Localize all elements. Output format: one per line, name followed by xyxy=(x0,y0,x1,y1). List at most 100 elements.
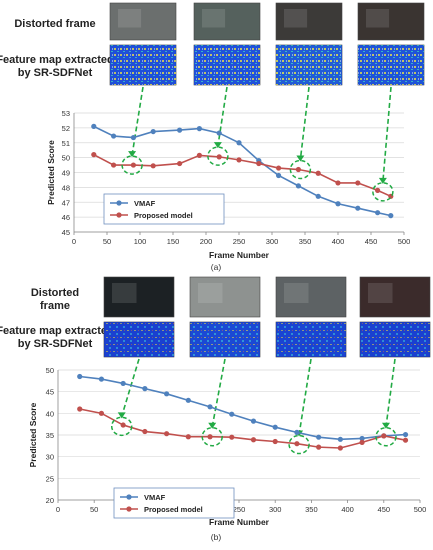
feature-map-texture xyxy=(110,45,176,85)
y-tick-label: 40 xyxy=(46,409,54,418)
distorted-frame-thumbnail xyxy=(275,276,347,318)
data-point xyxy=(402,431,409,438)
data-point xyxy=(91,152,97,158)
highlight-ellipse xyxy=(372,182,394,202)
data-point xyxy=(164,391,170,397)
feature-map-label-line2: by SR-SDFNet xyxy=(18,338,93,350)
x-tick-label: 250 xyxy=(233,505,246,514)
frame-highlight xyxy=(198,283,223,303)
data-point xyxy=(91,123,97,129)
data-point xyxy=(120,380,126,387)
frame-highlight xyxy=(284,283,309,303)
highlight-ellipse xyxy=(288,434,310,455)
frame-highlight xyxy=(112,283,137,303)
legend-swatch-marker xyxy=(116,212,122,218)
y-tick-label: 35 xyxy=(46,431,54,440)
data-point xyxy=(150,163,156,169)
panel-caption: (a) xyxy=(211,262,222,272)
data-point xyxy=(111,133,117,139)
data-point xyxy=(250,418,257,424)
connector-arrowhead xyxy=(128,151,137,158)
x-tick-label: 150 xyxy=(167,237,180,246)
data-point xyxy=(177,127,183,133)
x-tick-label: 400 xyxy=(341,505,354,514)
feature-map-texture xyxy=(276,322,346,357)
y-tick-label: 53 xyxy=(62,109,70,118)
feature-map-label-line2: by SR-SDFNet xyxy=(18,67,93,79)
feature-map-texture xyxy=(358,45,424,85)
distorted-frame-thumbnail xyxy=(103,276,175,318)
y-tick-label: 50 xyxy=(62,154,70,163)
y-tick-label: 25 xyxy=(46,474,54,483)
distorted-frame-thumbnail xyxy=(357,2,425,41)
data-point xyxy=(77,406,83,412)
data-point xyxy=(196,126,202,132)
x-axis-title: Frame Number xyxy=(209,250,270,260)
data-point xyxy=(359,439,365,445)
connector-line xyxy=(217,86,228,147)
data-point xyxy=(216,130,222,136)
distorted-frame-label-line1: Distorted xyxy=(31,287,79,299)
connector-arrowhead xyxy=(213,142,222,149)
distorted-frame-label: Distorted frame xyxy=(14,18,95,30)
data-point xyxy=(337,436,343,442)
data-point xyxy=(120,422,126,428)
data-point xyxy=(276,165,282,171)
x-tick-label: 450 xyxy=(378,505,391,514)
frame-highlight xyxy=(368,283,393,303)
connector-line xyxy=(382,86,392,182)
legend-box xyxy=(103,193,225,225)
legend-entry: VMAF xyxy=(144,493,166,502)
distorted-frame-label-line2: frame xyxy=(40,300,70,312)
data-point xyxy=(98,376,105,382)
data-point xyxy=(164,431,170,437)
feature-map-texture xyxy=(104,322,174,357)
feature-map-label-line1: Feature map extracted xyxy=(0,325,114,337)
y-tick-label: 48 xyxy=(62,183,70,192)
data-point xyxy=(315,193,321,199)
connector-line xyxy=(131,86,144,156)
data-point xyxy=(111,162,117,168)
series-line-vmaf xyxy=(93,125,391,217)
data-point xyxy=(335,201,341,207)
connector-line xyxy=(120,358,140,417)
legend-entry: VMAF xyxy=(134,199,156,208)
data-point xyxy=(315,170,321,176)
data-point xyxy=(359,435,365,442)
y-tick-label: 30 xyxy=(46,453,54,462)
data-point xyxy=(185,397,191,403)
data-point xyxy=(402,437,409,443)
connector-line xyxy=(299,86,310,160)
feature-map-texture xyxy=(360,322,430,357)
frame-highlight xyxy=(366,9,390,28)
x-tick-label: 500 xyxy=(414,505,427,514)
legend-box xyxy=(113,487,235,519)
legend-entry: Proposed model xyxy=(134,211,193,220)
connector-arrowhead xyxy=(296,155,305,162)
highlight-ellipse xyxy=(375,426,397,447)
data-point xyxy=(250,437,257,443)
data-point xyxy=(294,429,300,435)
data-point xyxy=(375,210,381,216)
data-point xyxy=(355,205,361,211)
frame-highlight xyxy=(118,9,142,28)
connector-line xyxy=(211,358,226,427)
panel-caption: (b) xyxy=(211,532,222,542)
x-tick-label: 0 xyxy=(56,505,60,514)
data-point xyxy=(77,373,83,380)
legend-swatch-marker xyxy=(116,200,122,206)
highlight-ellipse xyxy=(289,159,312,180)
data-point xyxy=(337,445,343,451)
series-line-vmaf xyxy=(79,375,406,441)
x-tick-label: 450 xyxy=(365,237,378,246)
feature-map-label-line1: Feature map extracted xyxy=(0,54,114,66)
legend-swatch-marker xyxy=(126,506,132,512)
data-point xyxy=(229,434,235,440)
y-tick-label: 46 xyxy=(62,213,70,222)
data-point xyxy=(229,411,235,417)
data-point xyxy=(381,433,387,439)
highlight-ellipse xyxy=(121,155,143,175)
x-tick-label: 0 xyxy=(72,237,76,246)
y-axis-title: Predicted Score xyxy=(28,402,38,467)
